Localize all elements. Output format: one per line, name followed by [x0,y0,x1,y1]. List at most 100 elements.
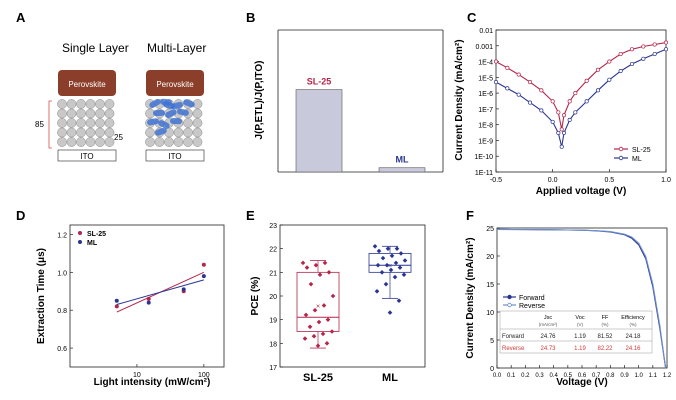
e-y-tick-label: 21 [269,270,277,277]
c-x-tick-label: 1.0 [661,177,671,184]
multi-bead [183,127,193,138]
single-ito-layer [57,149,117,162]
d-y-tick-label: 1.0 [57,270,67,277]
blue-particle [163,101,175,110]
e-point [374,288,380,294]
single-bead [95,108,105,119]
b-bars: SL-25 ML [295,77,426,173]
f-y-tick-label: 25 [486,226,494,233]
e-point [398,251,404,256]
single-bead [66,118,77,128]
f-y-tick-label: 20 [486,254,494,261]
e-point [397,265,403,270]
multi-bead [145,127,155,138]
c-x-tick-label: 0.0 [548,177,558,184]
c-point-ml [527,100,533,105]
f-table-cell: 1.19 [574,346,586,352]
c-point-ml [539,108,544,113]
c-point-ml [641,56,646,61]
d-y-tick-label: 1.2 [57,232,67,239]
c-y-tick-label: 1E-6 [478,91,493,98]
c-point-sl-25 [595,67,601,72]
single-bead [85,108,96,119]
panel-letter-b: B [246,10,255,25]
multi-perovskite-block [146,70,204,96]
panel-letter-f: F [466,208,474,223]
e-category-label: ML [382,372,398,384]
single-layer-beads [57,99,115,147]
single-bead [57,118,67,128]
multi-bead [183,137,193,147]
e-box-ml [368,252,412,273]
bar-label-ml: ML [396,155,409,165]
c-point-ml [493,80,499,85]
c-x-tick-label: -0.5 [490,177,502,184]
c-point-ml [516,92,521,97]
c-point-ml [595,88,601,93]
c-point-sl-25 [516,72,521,77]
f-x-tick-label: 1.2 [663,373,672,379]
multi-bead [154,137,165,147]
c-point-sl-25 [559,127,564,132]
d-legend-label: SL-25 [87,231,106,238]
c-legend-label: SL-25 [632,147,651,154]
e-point [317,272,323,277]
f-table-cell: 24.16 [625,346,641,352]
panel-letter-c: C [467,10,477,25]
c-y-tick-label: 0.001 [475,44,493,51]
blue-particle [170,117,182,125]
single-bead [76,108,86,119]
single-perovskite-block [58,70,116,96]
f-legend-label: Reverse [519,303,545,310]
d-point-sl-25 [114,304,119,309]
c-point-ml [607,77,612,82]
f-x-tick-label: 0.3 [535,373,544,379]
e-point [303,312,309,318]
c-legend-marker [618,146,624,152]
c-point-sl-25 [607,59,612,64]
d-point-ml [146,300,151,305]
c-point-ml [505,86,510,91]
e-point [325,317,331,322]
c-y-tick-label: 0.01 [479,28,493,35]
c-legend-marker [618,155,624,161]
multi-bead [145,137,155,147]
c-point-sl-25 [641,44,646,49]
e-point [393,260,399,266]
multi-bead [192,108,203,119]
e-y-tick-label: 20 [269,294,277,301]
blue-particle [147,118,159,126]
single-bead [104,137,115,147]
e-point [401,272,407,277]
c-point-sl-25 [505,65,510,70]
thickness-bracket-85 [48,100,52,149]
d-point-sl-25 [146,296,151,301]
blue-particle [177,108,189,116]
e-ticks: 17 18 19 20 21 22 23 [269,223,283,372]
single-bead [85,137,96,147]
single-bead [104,99,115,109]
d-y-tick-label: 0.6 [57,346,67,353]
multi-ito-label: ITO [168,152,181,161]
panel-letter-e: E [246,208,255,223]
d-y-axis-label: Extraction Time (μs) [36,248,47,344]
c-y-tick-label: 1E-11 [475,170,493,177]
f-table-frame [499,310,653,354]
single-bead [95,127,105,138]
multi-bead [192,137,203,147]
e-point [392,274,398,280]
e-point [396,298,402,304]
multi-ito-layer [145,149,205,162]
d-frame [69,224,225,368]
blue-particle [155,127,167,136]
f-legend-marker [507,302,512,308]
multi-bead [183,118,193,128]
c-point-sl-25 [584,78,589,83]
single-bead [76,137,86,147]
c-point-ml [559,144,564,149]
f-table-cell: 24.73 [540,346,556,352]
single-bead [95,137,105,147]
d-point-ml [181,287,186,292]
e-y-tick-label: 22 [269,247,277,254]
